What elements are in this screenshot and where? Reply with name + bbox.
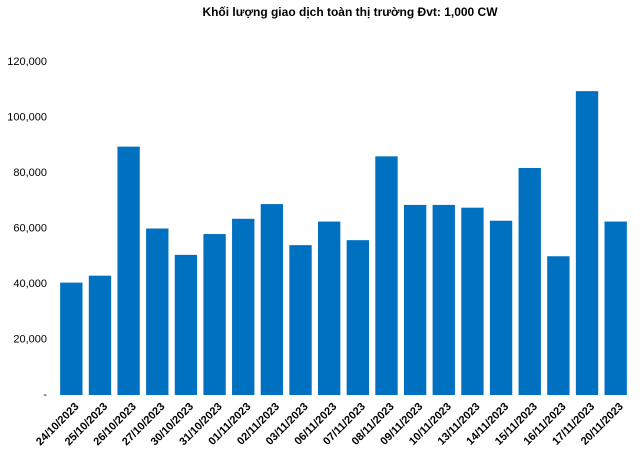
- bar: [489, 220, 513, 395]
- bar: [375, 156, 398, 395]
- y-tick-label: 60,000: [13, 222, 47, 234]
- bar: [60, 282, 83, 395]
- bar: [146, 228, 169, 395]
- bar: [203, 234, 226, 395]
- bar: [117, 146, 140, 395]
- bar: [518, 168, 541, 395]
- chart-title: Khối lượng giao dịch toàn thị trường Đvt…: [202, 5, 498, 19]
- y-tick-label: 100,000: [7, 111, 47, 123]
- bar: [289, 245, 312, 395]
- bar: [432, 204, 455, 395]
- y-tick-label: 120,000: [7, 56, 47, 68]
- y-tick-label: -: [43, 389, 47, 401]
- bar: [604, 221, 627, 395]
- y-tick-label: 40,000: [13, 278, 47, 290]
- bar: [575, 91, 599, 395]
- y-tick-label: 20,000: [13, 333, 47, 345]
- bar: [547, 256, 570, 395]
- bar: [260, 204, 284, 395]
- bar: [232, 218, 255, 395]
- bar: [403, 204, 427, 395]
- bar: [88, 275, 112, 395]
- bar: [346, 240, 369, 395]
- bar: [461, 207, 484, 395]
- bar: [318, 221, 341, 395]
- bar: [174, 254, 198, 395]
- y-tick-label: 80,000: [13, 167, 47, 179]
